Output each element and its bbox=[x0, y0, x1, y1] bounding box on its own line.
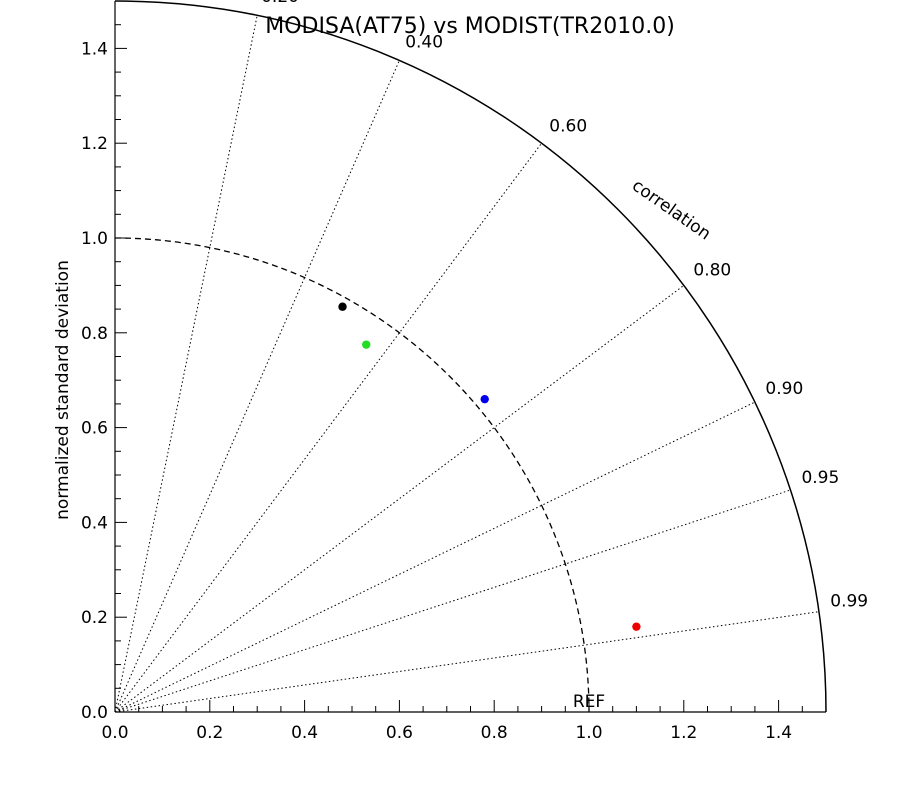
correlation-tick-label: 0.95 bbox=[801, 468, 839, 488]
correlation-ray bbox=[114, 284, 685, 713]
x-tick-label: 0.0 bbox=[101, 723, 128, 743]
correlation-grid: 0.20 0.40 0.60 0.80 0.90 0.95 0.99 bbox=[114, 0, 868, 713]
y-tick-label: 0.2 bbox=[81, 608, 108, 628]
y-axis-label: normalized standard deviation bbox=[53, 260, 73, 520]
correlation-ray bbox=[114, 401, 756, 713]
x-tick-label: 1.4 bbox=[765, 723, 792, 743]
reference-label: REF bbox=[573, 692, 605, 712]
x-tick-label: 0.4 bbox=[291, 723, 318, 743]
correlation-ray bbox=[114, 489, 791, 713]
correlation-tick-label: 0.80 bbox=[693, 261, 731, 281]
correlation-ray bbox=[114, 15, 258, 713]
axes: 0.0 0.2 0.4 0.6 0.8 1.0 1.2 1.4 0.0 0.2 0.4 0.6 0.8 1… bbox=[81, 0, 827, 743]
data-point bbox=[338, 302, 347, 311]
y-tick-label: 1.4 bbox=[81, 39, 108, 59]
x-tick-label: 0.6 bbox=[386, 723, 413, 743]
correlation-tick-label: 0.20 bbox=[261, 0, 299, 7]
reference-std-arc bbox=[114, 237, 590, 713]
y-tick-label: 1.2 bbox=[81, 134, 108, 154]
y-tick-label: 0.0 bbox=[81, 703, 108, 723]
y-tick-label: 0.4 bbox=[81, 513, 108, 533]
correlation-ray bbox=[114, 611, 819, 713]
x-tick-label: 0.8 bbox=[481, 723, 508, 743]
data-point bbox=[480, 394, 489, 404]
correlation-tick-label: 0.60 bbox=[549, 117, 587, 137]
y-tick-label: 1.0 bbox=[81, 229, 108, 249]
x-tick-label: 1.2 bbox=[670, 723, 697, 743]
chart-title: MODISA(AT75) vs MODIST(TR2010.0) bbox=[265, 14, 675, 39]
correlation-ray bbox=[114, 142, 542, 713]
x-tick-label: 1.0 bbox=[575, 723, 602, 743]
data-points bbox=[338, 302, 641, 631]
correlation-tick-label: 0.40 bbox=[405, 33, 443, 53]
y-tick-label: 0.6 bbox=[81, 419, 108, 439]
x-tick-label: 0.2 bbox=[196, 723, 223, 743]
data-point bbox=[362, 340, 371, 349]
correlation-tick-label: 0.90 bbox=[765, 379, 803, 399]
correlation-tick-label: 0.99 bbox=[830, 591, 868, 611]
y-tick-label: 0.8 bbox=[81, 324, 108, 344]
correlation-ray bbox=[114, 60, 400, 713]
outer-arc bbox=[114, 0, 827, 713]
data-point bbox=[632, 622, 641, 631]
